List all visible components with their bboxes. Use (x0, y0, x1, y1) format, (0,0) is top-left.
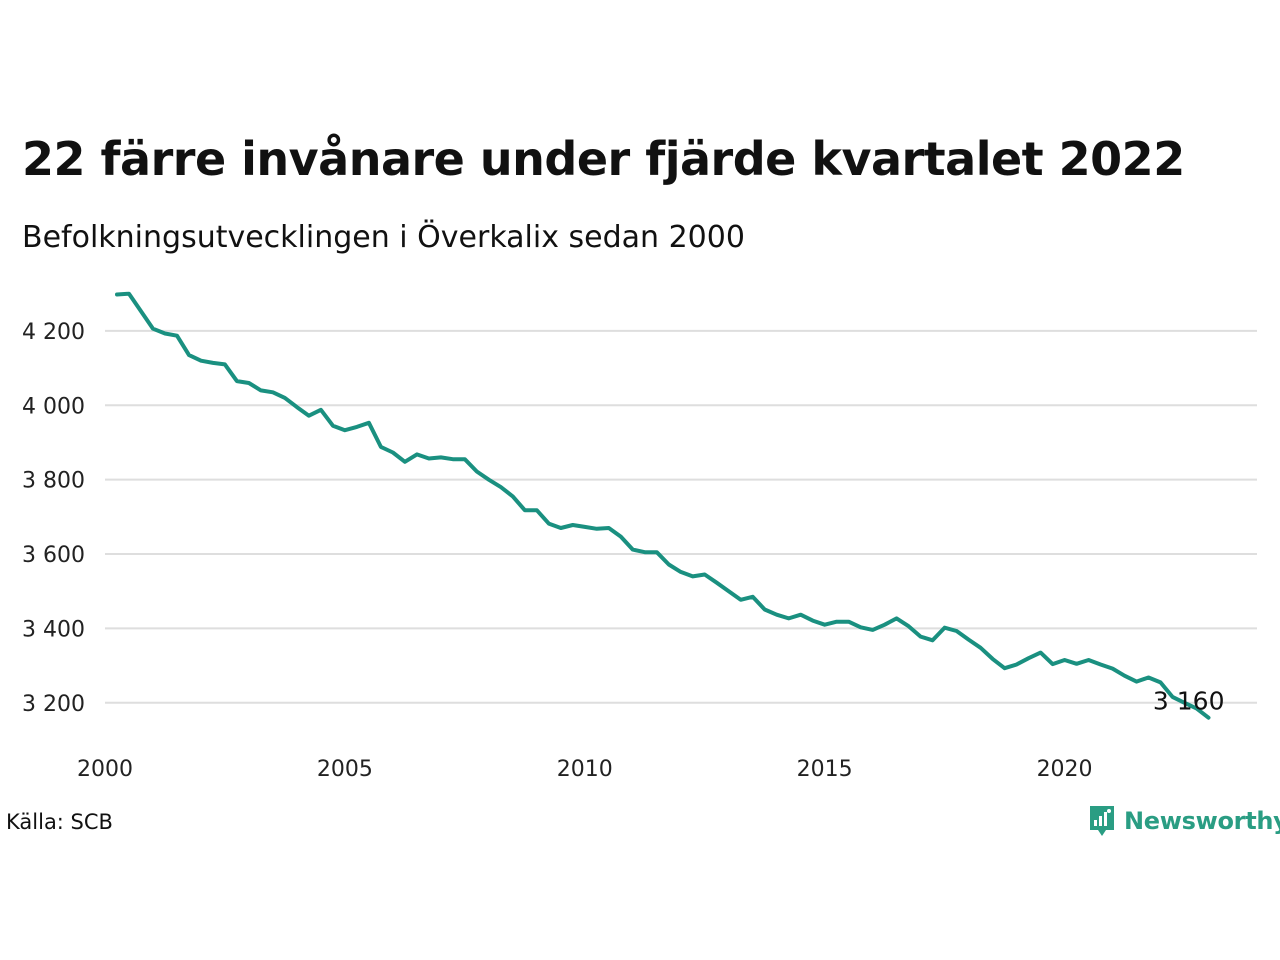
x-tick-label: 2020 (1037, 757, 1093, 782)
series-line (115, 291, 1211, 720)
series-layer (115, 291, 1211, 720)
y-tick-label: 3 200 (22, 692, 85, 717)
y-tick-label: 3 400 (22, 617, 85, 642)
y-axis-ticks: 3 200 3 400 3 600 3 800 4 000 4 200 (22, 320, 85, 717)
chart-title: 22 färre invånare under fjärde kvartalet… (22, 132, 1185, 186)
annotation-layer: 3 160 (1153, 687, 1225, 716)
y-tick-label: 3 800 (22, 469, 85, 494)
x-tick-label: 2005 (317, 757, 373, 782)
end-value-label: 3 160 (1153, 687, 1225, 716)
y-tick-label: 4 200 (22, 320, 85, 345)
x-axis-ticks: 2000 2005 2010 2015 2020 (77, 757, 1093, 782)
brand-name: Newsworthy (1124, 807, 1280, 835)
brand-logo[interactable]: Newsworthy (1088, 804, 1280, 838)
newsworthy-logo-icon (1090, 806, 1114, 836)
y-tick-label: 3 600 (22, 543, 85, 568)
x-tick-label: 2000 (77, 757, 133, 782)
chart-subtitle: Befolkningsutvecklingen i Överkalix seda… (22, 220, 745, 255)
y-tick-label: 4 000 (22, 394, 85, 419)
x-tick-label: 2010 (557, 757, 613, 782)
source-note: Källa: SCB (6, 810, 113, 834)
x-tick-label: 2015 (797, 757, 853, 782)
gridlines (105, 329, 1257, 704)
